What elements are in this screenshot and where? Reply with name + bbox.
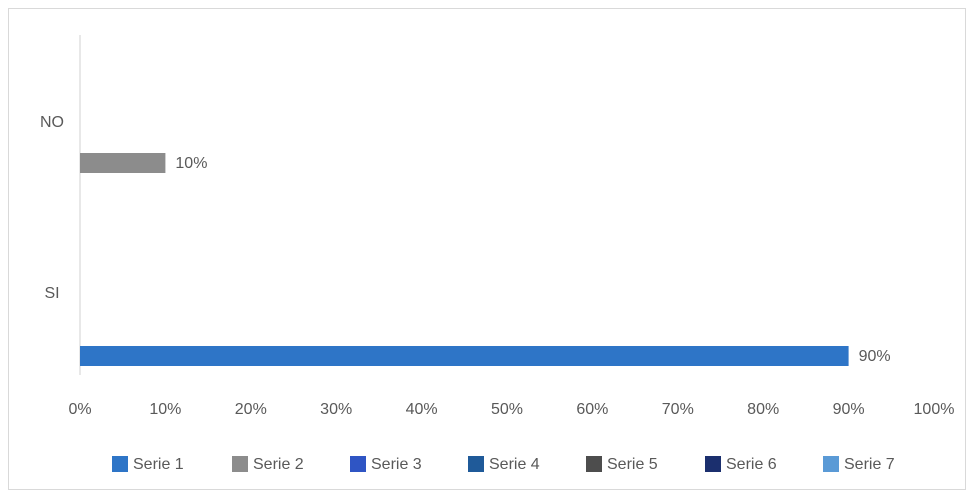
- legend-label-7: Serie 7: [844, 456, 895, 473]
- bar-serie-2-no: [80, 153, 166, 173]
- category-label-si: SI: [44, 285, 59, 302]
- x-tick-label: 10%: [149, 401, 181, 418]
- x-tick-label: 100%: [914, 401, 955, 418]
- legend-swatch-7: [823, 456, 839, 472]
- category-label-no: NO: [40, 114, 64, 131]
- legend-swatch-5: [586, 456, 602, 472]
- x-tick-label: 30%: [320, 401, 352, 418]
- data-label-no: 10%: [175, 155, 207, 172]
- x-tick-label: 70%: [662, 401, 694, 418]
- legend-swatch-4: [468, 456, 484, 472]
- bar-serie-1-si: [80, 346, 849, 366]
- x-tick-label: 40%: [406, 401, 438, 418]
- legend-swatch-1: [112, 456, 128, 472]
- x-tick-label: 0%: [68, 401, 91, 418]
- x-tick-label: 50%: [491, 401, 523, 418]
- legend-label-4: Serie 4: [489, 456, 540, 473]
- x-tick-label: 80%: [747, 401, 779, 418]
- legend-label-3: Serie 3: [371, 456, 422, 473]
- legend-swatch-6: [705, 456, 721, 472]
- legend-label-2: Serie 2: [253, 456, 304, 473]
- chart-frame: [8, 8, 966, 490]
- legend-swatch-2: [232, 456, 248, 472]
- data-label-si: 90%: [859, 348, 891, 365]
- legend-swatch-3: [350, 456, 366, 472]
- legend-label-1: Serie 1: [133, 456, 184, 473]
- x-tick-label: 60%: [576, 401, 608, 418]
- x-tick-label: 90%: [833, 401, 865, 418]
- legend-label-5: Serie 5: [607, 456, 658, 473]
- legend-label-6: Serie 6: [726, 456, 777, 473]
- x-tick-label: 20%: [235, 401, 267, 418]
